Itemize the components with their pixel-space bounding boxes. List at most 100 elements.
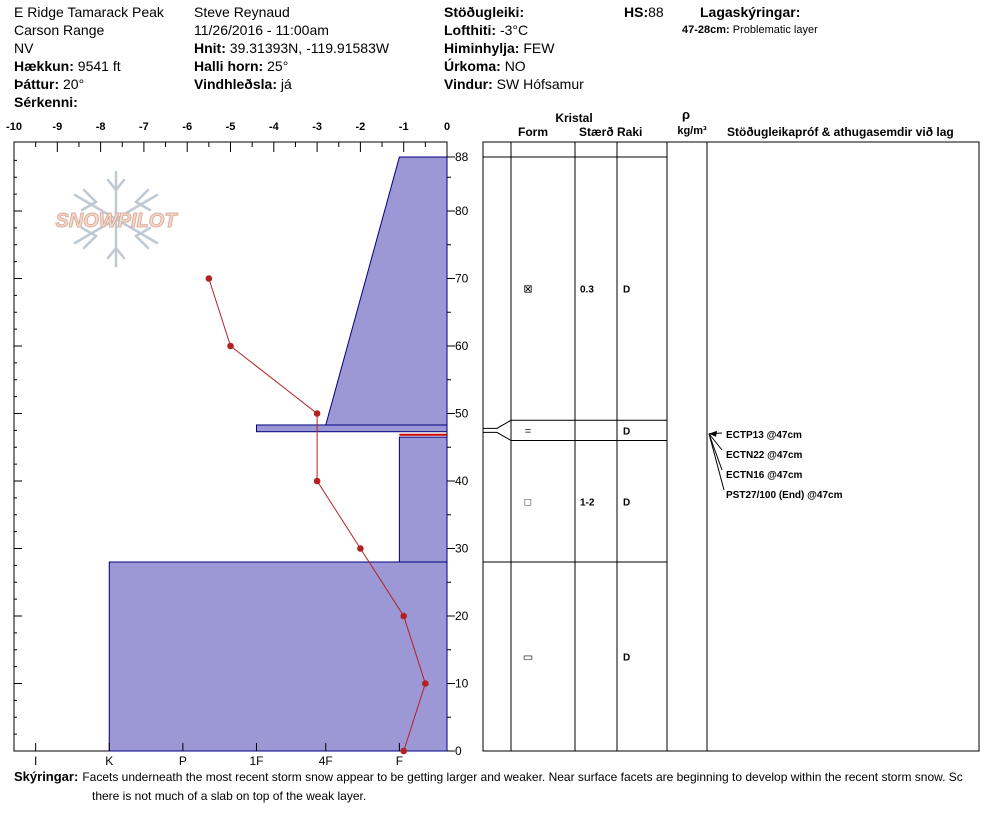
form-label: Form — [518, 125, 548, 139]
stability-test-2: ECTN22 @47cm — [726, 450, 803, 461]
hardness-layer-2 — [398, 436, 448, 563]
stability-column-label: Stöðugleikapróf & athugasemdir við lag — [727, 125, 954, 139]
hardness-tick-label: I — [34, 754, 37, 765]
height-tick-label: 50 — [455, 407, 469, 421]
elevation: Hækkun: 9541 ft — [14, 58, 121, 74]
height-tick-label: 30 — [455, 542, 469, 556]
moisture-value: D — [623, 497, 630, 508]
rho-label: ρ — [682, 107, 690, 122]
features: Sérkenni: — [14, 94, 78, 110]
density-unit-label: kg/m³ — [677, 125, 707, 137]
height-tick-label: 40 — [455, 474, 469, 488]
temp-tick-label: -2 — [356, 121, 366, 133]
temp-tick-label: -6 — [182, 121, 192, 133]
precipitation: Úrkoma: NO — [444, 58, 526, 74]
observer: Steve Reynaud — [194, 4, 290, 20]
stability-test-1: ECTP13 @47cm — [726, 430, 802, 441]
snowpilot-logo: SNOWPILOT — [55, 170, 179, 268]
hardness-profile — [108, 156, 448, 752]
grain-size: 1-2 — [580, 497, 595, 508]
temp-tick-label: -1 — [399, 121, 409, 133]
test-pointer-line — [708, 433, 725, 491]
temp-tick-label: -7 — [139, 121, 149, 133]
temp-tick-label: 0 — [444, 121, 450, 133]
size-label: Stærð — [579, 125, 614, 139]
grain-form-icon: □ — [525, 496, 532, 508]
height-tick-label: 0 — [455, 744, 462, 758]
header-weather: Stöðugleiki: Lofthiti: -3°C Himinhylja: … — [444, 3, 584, 93]
comments-line-2: there is not much of a slab on top of th… — [92, 789, 367, 803]
height-tick-label: 88 — [455, 150, 469, 164]
layer-notes: Lagaskýringar: 47-28cm: Problematic laye… — [682, 3, 818, 39]
height-tick-label: 10 — [455, 677, 469, 691]
hardness-layer-3 — [255, 424, 448, 433]
layer-notes-label: Lagaskýringar: — [700, 4, 801, 20]
hardness-layer-1 — [108, 561, 448, 752]
hardness-tick-label: 1F — [249, 754, 263, 765]
layer-boundary-bend — [483, 419, 512, 429]
grain-form-icon: = — [525, 425, 531, 437]
temperature-point-5 — [313, 410, 321, 417]
mountain-range: Carson Range — [14, 22, 105, 38]
wind-loading: Vindhleðsla: já — [194, 76, 292, 92]
temperature-point-0 — [400, 747, 408, 755]
test-pointer-line — [708, 433, 723, 471]
temp-tick-label: -5 — [226, 121, 236, 133]
moisture-value: D — [623, 653, 630, 664]
temperature-point-2 — [400, 612, 408, 620]
slope-angle: Halli horn: 25° — [194, 58, 289, 74]
height-tick-label: 70 — [455, 272, 469, 286]
snow-height: HS:88 — [624, 4, 664, 20]
height-tick-label: 20 — [455, 609, 469, 623]
test-pointer-line — [708, 433, 723, 451]
temperature-point-1 — [422, 680, 429, 687]
temperature-point-6 — [227, 342, 234, 350]
comments-label: Skýringar: — [14, 769, 79, 784]
layer-table: Kristal Form Stærð Raki ρ kg/m³ Stöðugleikapró… — [482, 107, 980, 752]
stability: Stöðugleiki: — [444, 4, 525, 20]
height-tick-label: 60 — [455, 339, 469, 353]
temp-tick-label: -8 — [96, 121, 106, 133]
temperature-point-3 — [357, 545, 364, 552]
aspect: NV — [14, 40, 34, 56]
hardness-tick-label: P — [179, 754, 187, 765]
stability-test-3: ECTN16 @47cm — [726, 470, 803, 481]
grain-size: 0.3 — [580, 285, 594, 296]
sky-cover: Himinhylja: FEW — [444, 40, 555, 56]
header-left: E Ridge Tamarack Peak Carson Range NV Hæ… — [14, 3, 164, 111]
temperature-point-7 — [205, 275, 213, 282]
hardness-tick-label: F — [396, 754, 403, 765]
hardness-tick-label: 4F — [319, 754, 333, 765]
hardness-layer-4 — [325, 156, 448, 426]
layer-note-text: Problematic layer — [732, 24, 818, 36]
location: E Ridge Tamarack Peak — [14, 4, 164, 20]
chart-axes: -10 -9 -8 -7 -6 -5 -4 -3 -2 -1 0010203040506070808… — [6, 121, 469, 765]
temperature-line — [208, 278, 426, 752]
layer-note-range: 47-28cm: — [682, 24, 730, 36]
test-arrow-head — [709, 430, 717, 437]
moisture-label: Raki — [617, 125, 642, 139]
air-temp: Lofthiti: -3°C — [444, 22, 529, 38]
logo-text: SNOWPILOT — [55, 210, 178, 232]
grain-form-icon: ▭ — [523, 652, 533, 664]
wind: Vindur: SW Hófsamur — [444, 76, 584, 92]
temperature-profile — [205, 275, 429, 755]
coordinates: Hnit: 39.31393N, -119.91583W — [194, 40, 390, 56]
snow-profile-chart: SNOWPILOT -10 -9 -8 -7 -6 -5 -4 -3 -2 -1 001020304… — [6, 107, 980, 765]
comments: Skýringar: Facets underneath the most rec… — [14, 767, 989, 806]
moisture-value: D — [623, 426, 630, 437]
temp-tick-label: -4 — [269, 121, 280, 133]
layer-boundary-bend — [483, 431, 512, 441]
temp-tick-label: -3 — [312, 121, 322, 133]
kristal-label: Kristal — [555, 111, 592, 125]
comments-line-1: Facets underneath the most recent storm … — [82, 770, 963, 784]
layer-table-frame — [482, 141, 980, 752]
stability-test-4: PST27/100 (End) @47cm — [726, 490, 843, 501]
grain-form-icon: ⊠ — [523, 284, 532, 296]
datetime: 11/26/2016 - 11:00am — [194, 22, 329, 38]
header-middle: Steve Reynaud 11/26/2016 - 11:00am Hnit:… — [194, 3, 389, 93]
hardness-tick-label: K — [105, 754, 113, 765]
height-tick-label: 80 — [455, 204, 469, 218]
temperature-point-4 — [313, 477, 321, 485]
temp-tick-label: -10 — [6, 121, 22, 133]
